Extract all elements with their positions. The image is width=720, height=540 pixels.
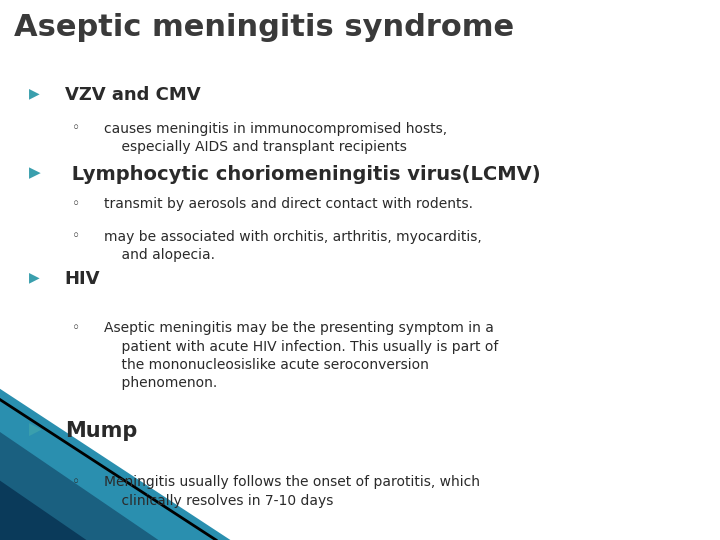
Text: Meningitis usually follows the onset of parotitis, which
    clinically resolves: Meningitis usually follows the onset of … bbox=[104, 475, 480, 508]
Polygon shape bbox=[0, 389, 230, 540]
Text: VZV and CMV: VZV and CMV bbox=[65, 86, 200, 104]
Text: Mump: Mump bbox=[65, 421, 138, 441]
Text: ▶: ▶ bbox=[29, 421, 42, 439]
Text: ◦: ◦ bbox=[72, 321, 80, 335]
Text: ▶: ▶ bbox=[29, 165, 40, 180]
Text: Lymphocytic choriomeningitis virus(LCMV): Lymphocytic choriomeningitis virus(LCMV) bbox=[65, 165, 541, 184]
Text: ◦: ◦ bbox=[72, 197, 80, 211]
Text: may be associated with orchitis, arthritis, myocarditis,
    and alopecia.: may be associated with orchitis, arthrit… bbox=[104, 230, 482, 262]
Polygon shape bbox=[0, 432, 158, 540]
Polygon shape bbox=[0, 481, 86, 540]
Text: causes meningitis in immunocompromised hosts,
    especially AIDS and transplant: causes meningitis in immunocompromised h… bbox=[104, 122, 448, 154]
Text: ◦: ◦ bbox=[72, 475, 80, 489]
Text: ◦: ◦ bbox=[72, 230, 80, 244]
Text: ▶: ▶ bbox=[29, 86, 40, 100]
Text: HIV: HIV bbox=[65, 270, 100, 288]
Text: ◦: ◦ bbox=[72, 122, 80, 136]
Text: Aseptic meningitis syndrome: Aseptic meningitis syndrome bbox=[14, 14, 515, 43]
Text: ▶: ▶ bbox=[29, 270, 40, 284]
Text: transmit by aerosols and direct contact with rodents.: transmit by aerosols and direct contact … bbox=[104, 197, 474, 211]
Text: Aseptic meningitis may be the presenting symptom in a
    patient with acute HIV: Aseptic meningitis may be the presenting… bbox=[104, 321, 499, 390]
